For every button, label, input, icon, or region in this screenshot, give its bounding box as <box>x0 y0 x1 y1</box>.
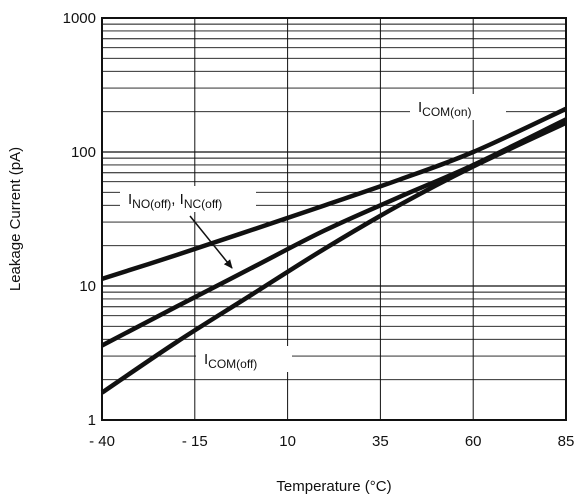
x-tick-label: 60 <box>465 433 482 450</box>
annotation-arrow <box>189 215 233 269</box>
y-tick-label: 100 <box>71 144 96 161</box>
series-group <box>100 106 567 395</box>
annotation-com-on-bg <box>410 94 506 120</box>
grid <box>102 18 566 420</box>
series-line-0 <box>101 106 567 282</box>
x-tick-label: - 40 <box>89 433 115 450</box>
annotation-com-off: ICOM(off) <box>204 351 257 371</box>
x-axis-title: Temperature (°C) <box>276 478 391 495</box>
x-tick-label: 85 <box>558 433 575 450</box>
plot-frame <box>101 17 567 421</box>
annotation-com-on: ICOM(on) <box>418 99 472 119</box>
y-tick-label: 1 <box>88 412 96 429</box>
x-tick-label: 10 <box>279 433 296 450</box>
series-line-2 <box>100 120 567 395</box>
x-tick-label: 35 <box>372 433 389 450</box>
annotation-no-nc-off-bg <box>120 186 256 212</box>
annotation-com-off-bg <box>196 346 292 372</box>
annotation-no-nc-off: INO(off), INC(off) <box>128 191 222 211</box>
y-axis-title: Leakage Current (pA) <box>7 147 24 291</box>
y-tick-label: 1000 <box>63 10 96 27</box>
x-tick-label: - 15 <box>182 433 208 450</box>
y-tick-label: 10 <box>79 278 96 295</box>
